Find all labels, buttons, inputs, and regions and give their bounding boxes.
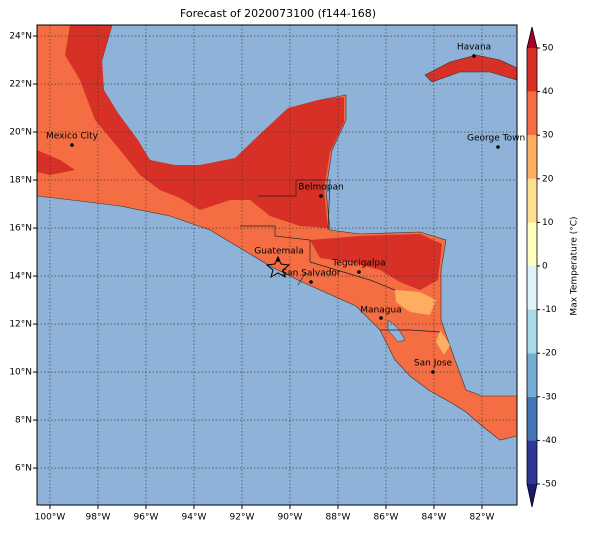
- y-tick-label: 12°N: [9, 320, 32, 330]
- x-tick-label: 86°W: [374, 513, 399, 523]
- colorbar-segment: [527, 440, 537, 484]
- y-tick-label: 10°N: [9, 368, 32, 378]
- colorbar-tick-label: 30: [542, 131, 554, 141]
- colorbar-segment: [527, 266, 537, 310]
- city-dot: [309, 280, 313, 284]
- y-tick-label: 24°N: [9, 32, 32, 42]
- colorbar-tick-label: -30: [542, 392, 557, 402]
- x-tick-label: 84°W: [422, 513, 447, 523]
- city-label: Belmopan: [298, 183, 343, 193]
- colorbar-label: Max Temperature (°C): [570, 216, 580, 315]
- cities: Havana Mexico City George Town Belmopan …: [46, 43, 525, 374]
- x-tick-label: 94°W: [182, 513, 207, 523]
- x-tick-label: 100°W: [35, 513, 66, 523]
- y-tick-label: 16°N: [9, 224, 32, 234]
- colorbar-tick-label: 40: [542, 87, 554, 97]
- city-dot: [357, 270, 361, 274]
- colorbar-tick-label: 0: [542, 262, 548, 272]
- city-dot: [276, 258, 280, 262]
- colorbar-tick-label: 20: [542, 174, 554, 184]
- city-label: San Salvador: [281, 269, 341, 279]
- colorbar: -50 -40 -30 -20 -10 0 10 20 30 40 50: [526, 26, 557, 508]
- colorbar-tick-label: -10: [542, 305, 557, 315]
- city-dot: [70, 143, 74, 147]
- land-hot: [37, 25, 442, 290]
- colorbar-tick-label: -50: [542, 480, 557, 490]
- city-dot: [431, 370, 435, 374]
- city-dot: [319, 194, 323, 198]
- city-label: Tegucigalpa: [331, 259, 385, 269]
- colorbar-segment: [527, 353, 537, 397]
- colorbar-over: [527, 27, 537, 48]
- colorbar-segment: [527, 91, 537, 136]
- cuba: [424, 54, 517, 83]
- x-tick-label: 96°W: [134, 513, 159, 523]
- y-tick-label: 20°N: [9, 128, 32, 138]
- y-tick-label: 8°N: [15, 416, 32, 426]
- colorbar-tick-label: -20: [542, 349, 557, 359]
- colorbar-segment: [527, 309, 537, 354]
- guatemala-star: [265, 255, 291, 279]
- city-label: San Jose: [414, 359, 453, 369]
- y-tick-label: 6°N: [15, 464, 32, 474]
- colorbar-tick-label: -40: [542, 436, 557, 446]
- city-dot: [472, 54, 476, 58]
- x-tick-label: 90°W: [278, 513, 303, 523]
- x-tick-label: 98°W: [86, 513, 111, 523]
- map-area: [37, 25, 517, 505]
- colorbar-segment: [527, 178, 537, 223]
- y-tick-label: 14°N: [9, 272, 32, 282]
- colorbar-segment: [527, 48, 537, 92]
- colorbar-segment: [527, 396, 537, 441]
- land-warm: [395, 290, 450, 355]
- x-tick-label: 92°W: [230, 513, 255, 523]
- city-label: Mexico City: [46, 132, 99, 142]
- city-label: Guatemala: [254, 247, 304, 257]
- colorbar-under: [527, 484, 537, 507]
- map-title: Forecast of 2020073100 (f144-168): [180, 7, 376, 20]
- x-tick-label: 82°W: [470, 513, 495, 523]
- colorbar-tick-label: 10: [542, 218, 554, 228]
- grid: [37, 25, 517, 505]
- map-frame: [36, 24, 518, 506]
- city-label: Havana: [457, 43, 491, 53]
- colorbar-segment: [527, 222, 537, 266]
- lake: [387, 319, 406, 343]
- city-label: George Town: [467, 134, 525, 144]
- city-dot: [496, 145, 500, 149]
- y-tick-label: 22°N: [9, 80, 32, 90]
- city-dot: [379, 316, 383, 320]
- x-tick-label: 88°W: [326, 513, 351, 523]
- city-label: Managua: [360, 306, 401, 316]
- colorbar-tick-label: 50: [542, 44, 554, 54]
- y-tick-label: 18°N: [9, 176, 32, 186]
- colorbar-segment: [527, 135, 537, 179]
